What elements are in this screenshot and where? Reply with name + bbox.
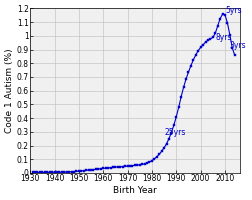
Y-axis label: Code 1 Autism (%): Code 1 Autism (%) [5,48,14,133]
Text: 8yrs: 8yrs [215,33,232,42]
Text: 25yrs: 25yrs [164,128,185,137]
Text: 5yrs: 5yrs [225,6,242,15]
X-axis label: Birth Year: Birth Year [113,186,157,195]
Text: 3yrs: 3yrs [230,41,246,50]
